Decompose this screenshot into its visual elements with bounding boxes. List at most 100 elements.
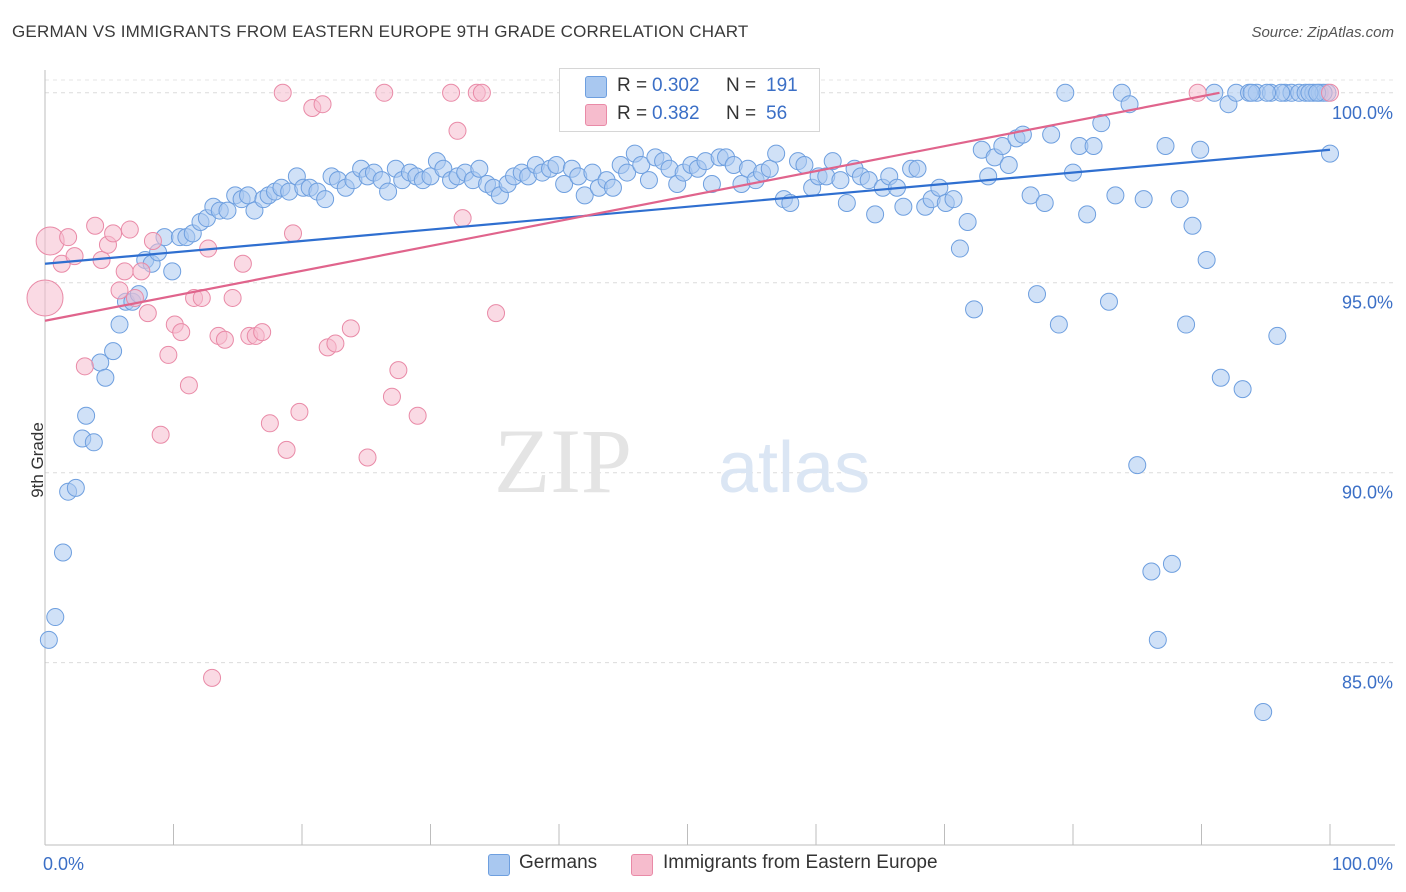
data-point-immigrants [358, 448, 377, 467]
data-point-germans [84, 433, 103, 452]
data-point-immigrants [159, 345, 178, 364]
data-point-germans [104, 342, 123, 361]
data-point-germans [632, 155, 651, 174]
data-point-germans [993, 136, 1012, 155]
data-point-germans [1233, 380, 1252, 399]
bottom-legend-swatch-pink [631, 854, 653, 876]
data-point-immigrants [120, 220, 139, 239]
legend-r-value: 0.382 [652, 103, 700, 124]
series-germans-points [39, 83, 1339, 722]
data-point-germans [163, 262, 182, 281]
data-point-germans [1258, 83, 1277, 102]
legend-n-label: N = [726, 103, 757, 124]
data-point-germans [575, 186, 594, 205]
data-point-germans [110, 315, 129, 334]
legend-n-value: 56 [766, 103, 788, 124]
data-point-germans [1078, 205, 1097, 224]
data-point-germans [1254, 703, 1273, 722]
x-tick-label: 0.0% [43, 854, 84, 874]
data-point-immigrants [290, 402, 309, 421]
series-immigrants-points [26, 83, 1339, 687]
data-point-germans [1049, 315, 1068, 334]
data-point-germans [999, 155, 1018, 174]
data-point-germans [239, 186, 258, 205]
data-point-immigrants [35, 226, 65, 256]
legend-row-immigrants: R = 0.382 N = 56 [560, 100, 819, 128]
watermark: ZIP atlas [494, 410, 870, 512]
data-point-immigrants [442, 83, 461, 102]
data-point-immigrants [179, 376, 198, 395]
data-point-germans [1197, 250, 1216, 269]
data-point-immigrants [326, 334, 345, 353]
data-point-germans [603, 178, 622, 197]
data-point-immigrants [453, 209, 472, 228]
y-axis-label: 9th Grade [28, 422, 47, 498]
data-point-immigrants [253, 323, 272, 342]
data-point-immigrants [143, 231, 162, 250]
data-point-immigrants [223, 288, 242, 307]
data-point-germans [218, 201, 237, 220]
data-point-germans [1106, 186, 1125, 205]
data-point-immigrants [487, 304, 506, 323]
data-point-immigrants [260, 414, 279, 433]
data-point-germans [859, 171, 878, 190]
data-point-germans [823, 152, 842, 171]
legend-r-value: 0.302 [652, 75, 700, 96]
data-point-germans [866, 205, 885, 224]
data-point-immigrants [86, 216, 105, 235]
axes [44, 70, 1395, 846]
data-point-germans [39, 630, 58, 649]
data-point-immigrants [110, 281, 129, 300]
data-point-germans [760, 159, 779, 178]
tick-labels: 100.0% 95.0% 90.0% 85.0% 0.0% 100.0% [43, 103, 1393, 874]
data-point-germans [639, 171, 658, 190]
data-point-immigrants [203, 668, 222, 687]
y-tick-label: 85.0% [1342, 673, 1393, 693]
data-point-germans [470, 159, 489, 178]
data-point-germans [316, 190, 335, 209]
legend-r-label: R = [617, 75, 648, 96]
data-point-immigrants [284, 224, 303, 243]
data-point-germans [908, 159, 927, 178]
data-point-germans [965, 300, 984, 319]
data-point-germans [1177, 315, 1196, 334]
data-point-germans [894, 197, 913, 216]
data-point-immigrants [448, 121, 467, 140]
data-point-germans [46, 608, 65, 627]
data-point-germans [767, 144, 786, 163]
data-point-germans [618, 163, 637, 182]
data-point-germans [1099, 292, 1118, 311]
bottom-legend-label: Germans [519, 852, 598, 873]
data-point-germans [1191, 140, 1210, 159]
y-tick-label: 90.0% [1342, 483, 1393, 503]
y-tick-label: 95.0% [1342, 293, 1393, 313]
legend-n-value: 191 [766, 75, 798, 96]
data-point-immigrants [233, 254, 252, 273]
data-point-immigrants [104, 224, 123, 243]
data-point-germans [837, 193, 856, 212]
data-point-immigrants [215, 330, 234, 349]
data-point-germans [77, 406, 96, 425]
data-point-germans [702, 174, 721, 193]
data-point-immigrants [375, 83, 394, 102]
legend-n-label: N = [726, 75, 757, 96]
correlation-legend: R = 0.302 N = 191 R = 0.382 N = 56 [559, 68, 820, 132]
data-point-germans [583, 163, 602, 182]
data-point-immigrants [408, 406, 427, 425]
data-point-germans [979, 167, 998, 186]
legend-swatch-blue [585, 76, 607, 98]
watermark-zip: ZIP [494, 410, 632, 512]
data-point-immigrants [132, 262, 151, 281]
data-point-germans [547, 155, 566, 174]
bottom-legend-swatch-blue [488, 854, 510, 876]
data-point-germans [555, 174, 574, 193]
data-point-immigrants [273, 83, 292, 102]
trend-line-immigrants [44, 91, 1220, 322]
data-point-germans [1021, 186, 1040, 205]
data-point-immigrants [472, 83, 491, 102]
x-tick-label: 100.0% [1332, 854, 1393, 874]
data-point-germans [1183, 216, 1202, 235]
data-point-immigrants [382, 387, 401, 406]
data-point-germans [53, 543, 72, 562]
